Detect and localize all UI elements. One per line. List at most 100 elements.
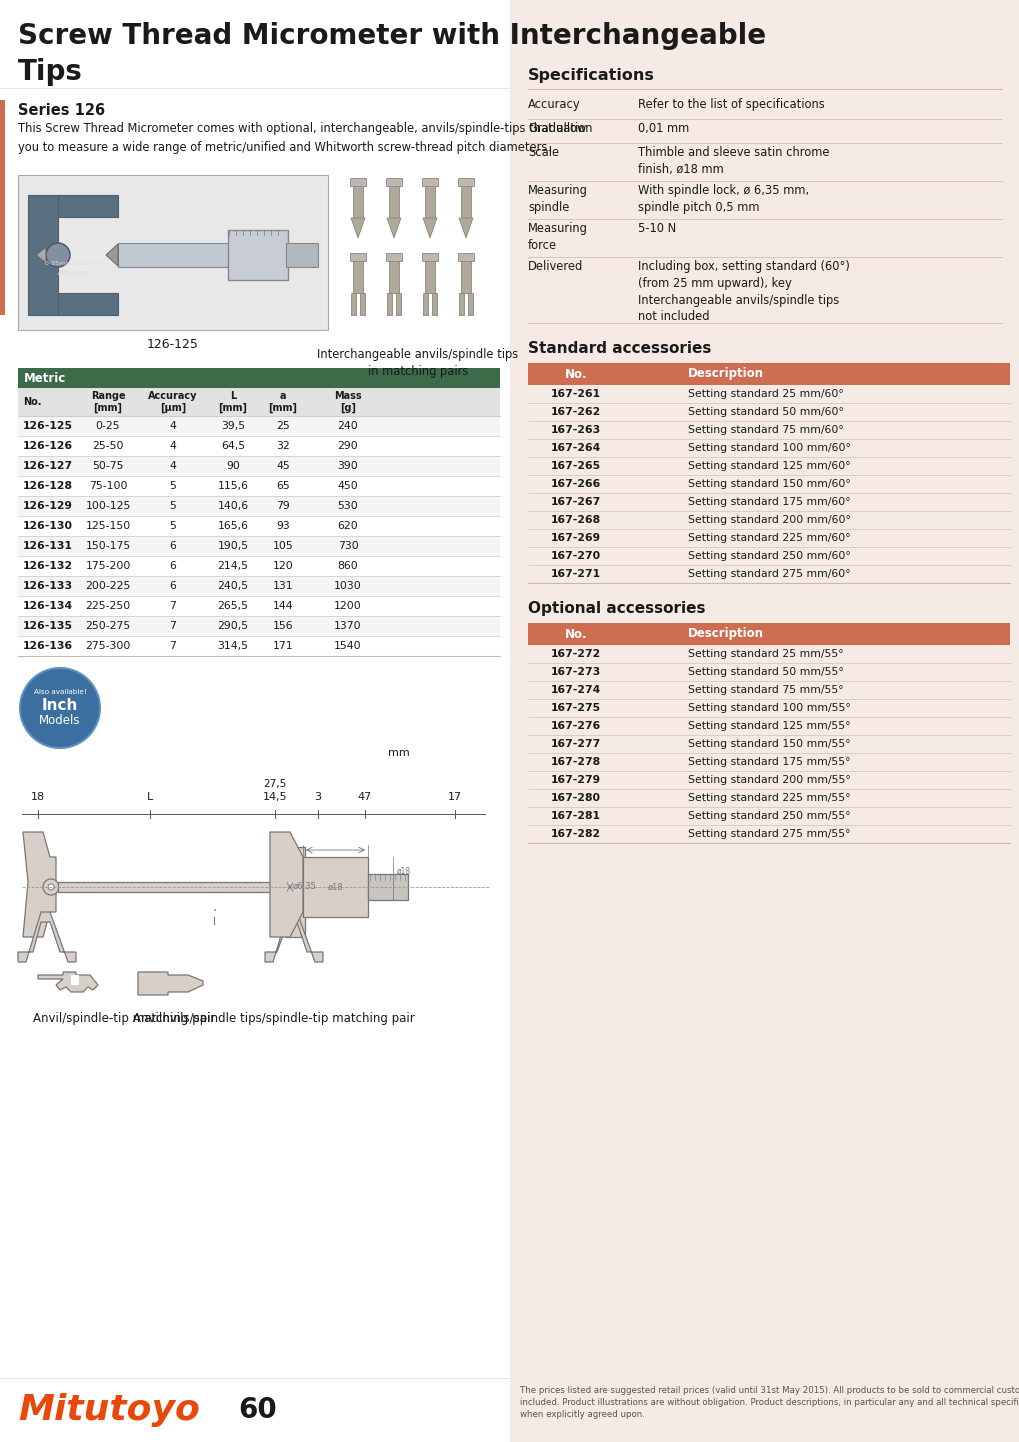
Polygon shape	[18, 911, 76, 962]
Text: Description: Description	[688, 368, 763, 381]
Bar	[353, 183, 363, 218]
Text: 6: 6	[169, 561, 176, 571]
Text: 131: 131	[272, 581, 293, 591]
Text: 7: 7	[169, 622, 176, 632]
Text: Setting standard 100 mm/60°: Setting standard 100 mm/60°	[688, 443, 850, 453]
Text: Mitutoyo: Mitutoyo	[18, 1393, 200, 1428]
Text: 126-132: 126-132	[23, 561, 73, 571]
Bar	[468, 293, 473, 314]
Text: No.: No.	[565, 627, 587, 640]
Text: 47: 47	[358, 792, 372, 802]
Text: Inch: Inch	[42, 698, 78, 712]
Text: 144: 144	[272, 601, 293, 611]
Text: 156: 156	[272, 622, 293, 632]
Text: 167-277: 167-277	[550, 738, 600, 748]
Bar	[388, 183, 398, 218]
Text: 860: 860	[337, 561, 358, 571]
Bar	[510, 1379, 1019, 1442]
Polygon shape	[423, 218, 436, 238]
Text: 6: 6	[169, 581, 176, 591]
Bar	[385, 177, 401, 186]
Text: 105: 105	[272, 541, 293, 551]
Text: Setting standard 200 mm/55°: Setting standard 200 mm/55°	[688, 774, 850, 784]
Text: 275-300: 275-300	[86, 642, 130, 650]
Bar	[228, 231, 287, 280]
Text: 5: 5	[169, 482, 176, 490]
Text: Setting standard 150 mm/55°: Setting standard 150 mm/55°	[688, 738, 850, 748]
Circle shape	[20, 668, 100, 748]
Text: 167-265: 167-265	[550, 461, 600, 472]
Text: 126-131: 126-131	[23, 541, 73, 551]
Text: 167-268: 167-268	[550, 515, 600, 525]
Polygon shape	[38, 972, 98, 992]
Bar	[386, 293, 391, 314]
Bar	[18, 496, 499, 516]
Text: L: L	[147, 792, 153, 802]
Polygon shape	[459, 218, 473, 238]
Bar	[18, 476, 499, 496]
Text: 450: 450	[337, 482, 358, 490]
Bar	[18, 435, 499, 456]
Text: 171: 171	[272, 642, 293, 650]
Text: 0-25: 0-25	[96, 421, 120, 431]
Bar	[18, 536, 499, 557]
Bar	[0, 99, 5, 314]
Text: 167-267: 167-267	[550, 497, 600, 508]
Bar	[528, 363, 1009, 385]
Text: Metric: Metric	[24, 372, 66, 385]
Text: 240: 240	[337, 421, 358, 431]
Text: 126-128: 126-128	[23, 482, 73, 490]
Text: Setting standard 25 mm/55°: Setting standard 25 mm/55°	[688, 649, 843, 659]
Text: Accuracy: Accuracy	[528, 98, 580, 111]
Text: 530: 530	[337, 500, 358, 510]
Text: No.: No.	[23, 397, 42, 407]
Text: Setting standard 50 mm/55°: Setting standard 50 mm/55°	[688, 668, 843, 676]
Bar	[58, 195, 118, 216]
Bar	[28, 195, 58, 314]
Bar	[58, 883, 284, 893]
Text: Mitutoyo: Mitutoyo	[58, 270, 89, 275]
Text: 17: 17	[447, 792, 462, 802]
Text: 140,6: 140,6	[217, 500, 249, 510]
Polygon shape	[351, 218, 365, 238]
Text: 167-261: 167-261	[550, 389, 600, 399]
Text: 290,5: 290,5	[217, 622, 249, 632]
Text: 126-136: 126-136	[23, 642, 73, 650]
Bar	[18, 174, 328, 330]
Text: 1200: 1200	[334, 601, 362, 611]
Text: 167-271: 167-271	[550, 570, 600, 580]
Text: 167-278: 167-278	[550, 757, 600, 767]
Text: Setting standard 125 mm/60°: Setting standard 125 mm/60°	[688, 461, 850, 472]
Text: 167-262: 167-262	[550, 407, 600, 417]
Bar	[285, 244, 318, 267]
Bar	[368, 874, 408, 900]
Bar	[18, 415, 499, 435]
Bar	[71, 975, 78, 985]
Text: 167-282: 167-282	[550, 829, 600, 839]
Bar	[353, 258, 363, 293]
Text: 65: 65	[276, 482, 289, 490]
Text: Description: Description	[688, 627, 763, 640]
Text: 6: 6	[169, 541, 176, 551]
Bar	[423, 293, 428, 314]
Text: 167-281: 167-281	[550, 810, 600, 820]
Text: Anvil/spindle-tip matching pair: Anvil/spindle-tip matching pair	[33, 1012, 215, 1025]
Text: Setting standard 175 mm/60°: Setting standard 175 mm/60°	[688, 497, 850, 508]
Text: 25-50: 25-50	[92, 441, 123, 451]
Text: Setting standard 100 mm/55°: Setting standard 100 mm/55°	[688, 704, 850, 712]
Text: Graduation: Graduation	[528, 123, 592, 136]
Text: 265,5: 265,5	[217, 601, 249, 611]
Bar	[0, 1379, 510, 1442]
Bar	[385, 252, 401, 261]
Text: Setting standard 250 mm/55°: Setting standard 250 mm/55°	[688, 810, 850, 820]
Text: 5: 5	[169, 500, 176, 510]
Text: Mass
[g]: Mass [g]	[334, 391, 362, 412]
Text: Setting standard 25 mm/60°: Setting standard 25 mm/60°	[688, 389, 843, 399]
Text: 126-135: 126-135	[23, 622, 73, 632]
Text: 240,5: 240,5	[217, 581, 249, 591]
Text: Setting standard 225 mm/55°: Setting standard 225 mm/55°	[688, 793, 850, 803]
Bar	[461, 183, 471, 218]
Text: 290: 290	[337, 441, 358, 451]
Bar	[461, 258, 471, 293]
Text: ø6,35: ø6,35	[292, 883, 317, 891]
